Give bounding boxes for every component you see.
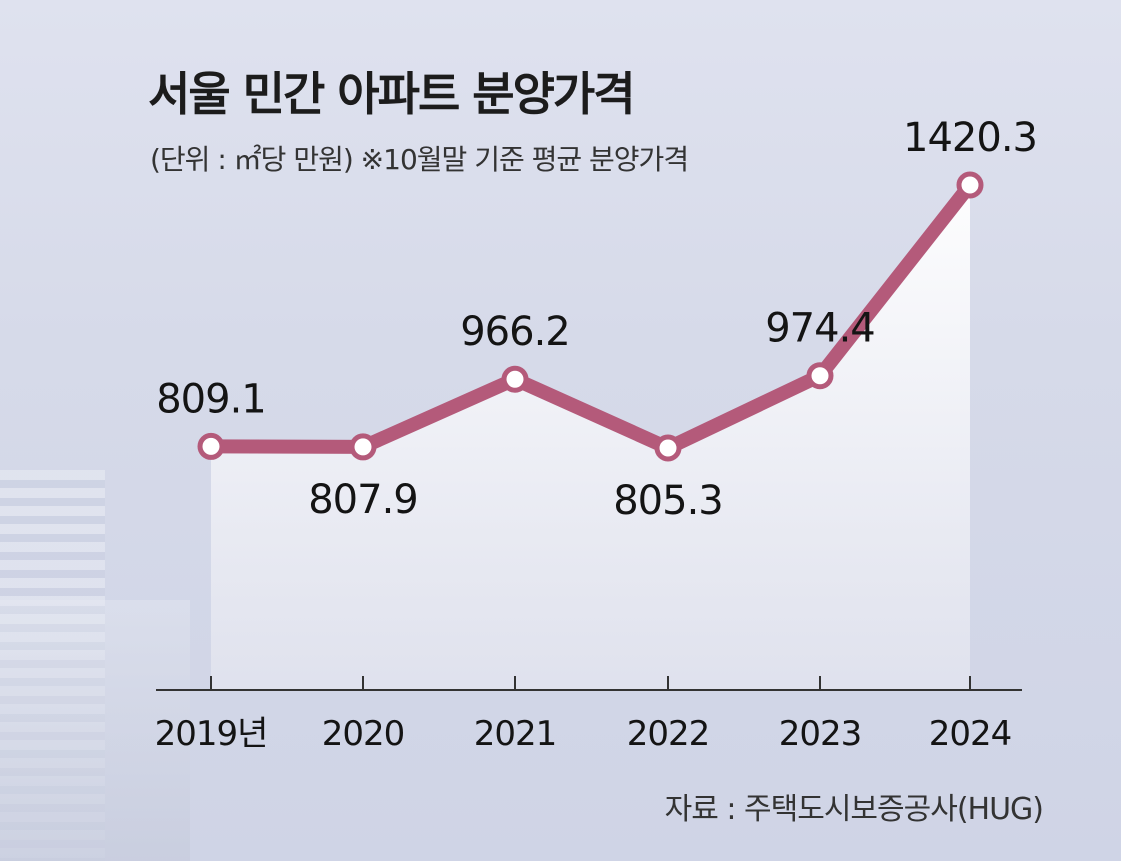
value-label-4: 974.4 (765, 306, 875, 352)
value-label-2: 966.2 (460, 309, 570, 355)
data-point-4 (806, 362, 834, 390)
data-point-3 (654, 434, 682, 462)
x-tick-label-1: 2020 (322, 714, 405, 754)
x-tick-label-5: 2024 (929, 714, 1012, 754)
source-note: 자료 : 주택도시보증공사(HUG) (664, 792, 1044, 827)
series-line (204, 178, 977, 455)
x-tick-label-2: 2021 (474, 714, 557, 754)
chart-title: 서울 민간 아파트 분양가격 (148, 67, 636, 121)
data-point-2 (501, 365, 529, 393)
value-label-1: 807.9 (308, 477, 418, 523)
value-label-5: 1420.3 (903, 115, 1037, 161)
building-photo-lower (0, 600, 190, 861)
x-tick-label-4: 2023 (779, 714, 862, 754)
chart-subtitle: (단위 : ㎡당 만원) ※10월말 기준 평균 분양가격 (150, 143, 689, 176)
value-label-0: 809.1 (156, 376, 266, 422)
area-fill (211, 185, 970, 690)
value-label-3: 805.3 (613, 478, 723, 524)
data-point-0 (197, 432, 225, 460)
data-point-5 (956, 171, 984, 199)
data-point-1 (349, 433, 377, 461)
x-tick-label-3: 2022 (627, 714, 710, 754)
x-tick-label-0: 2019년 (155, 714, 268, 754)
